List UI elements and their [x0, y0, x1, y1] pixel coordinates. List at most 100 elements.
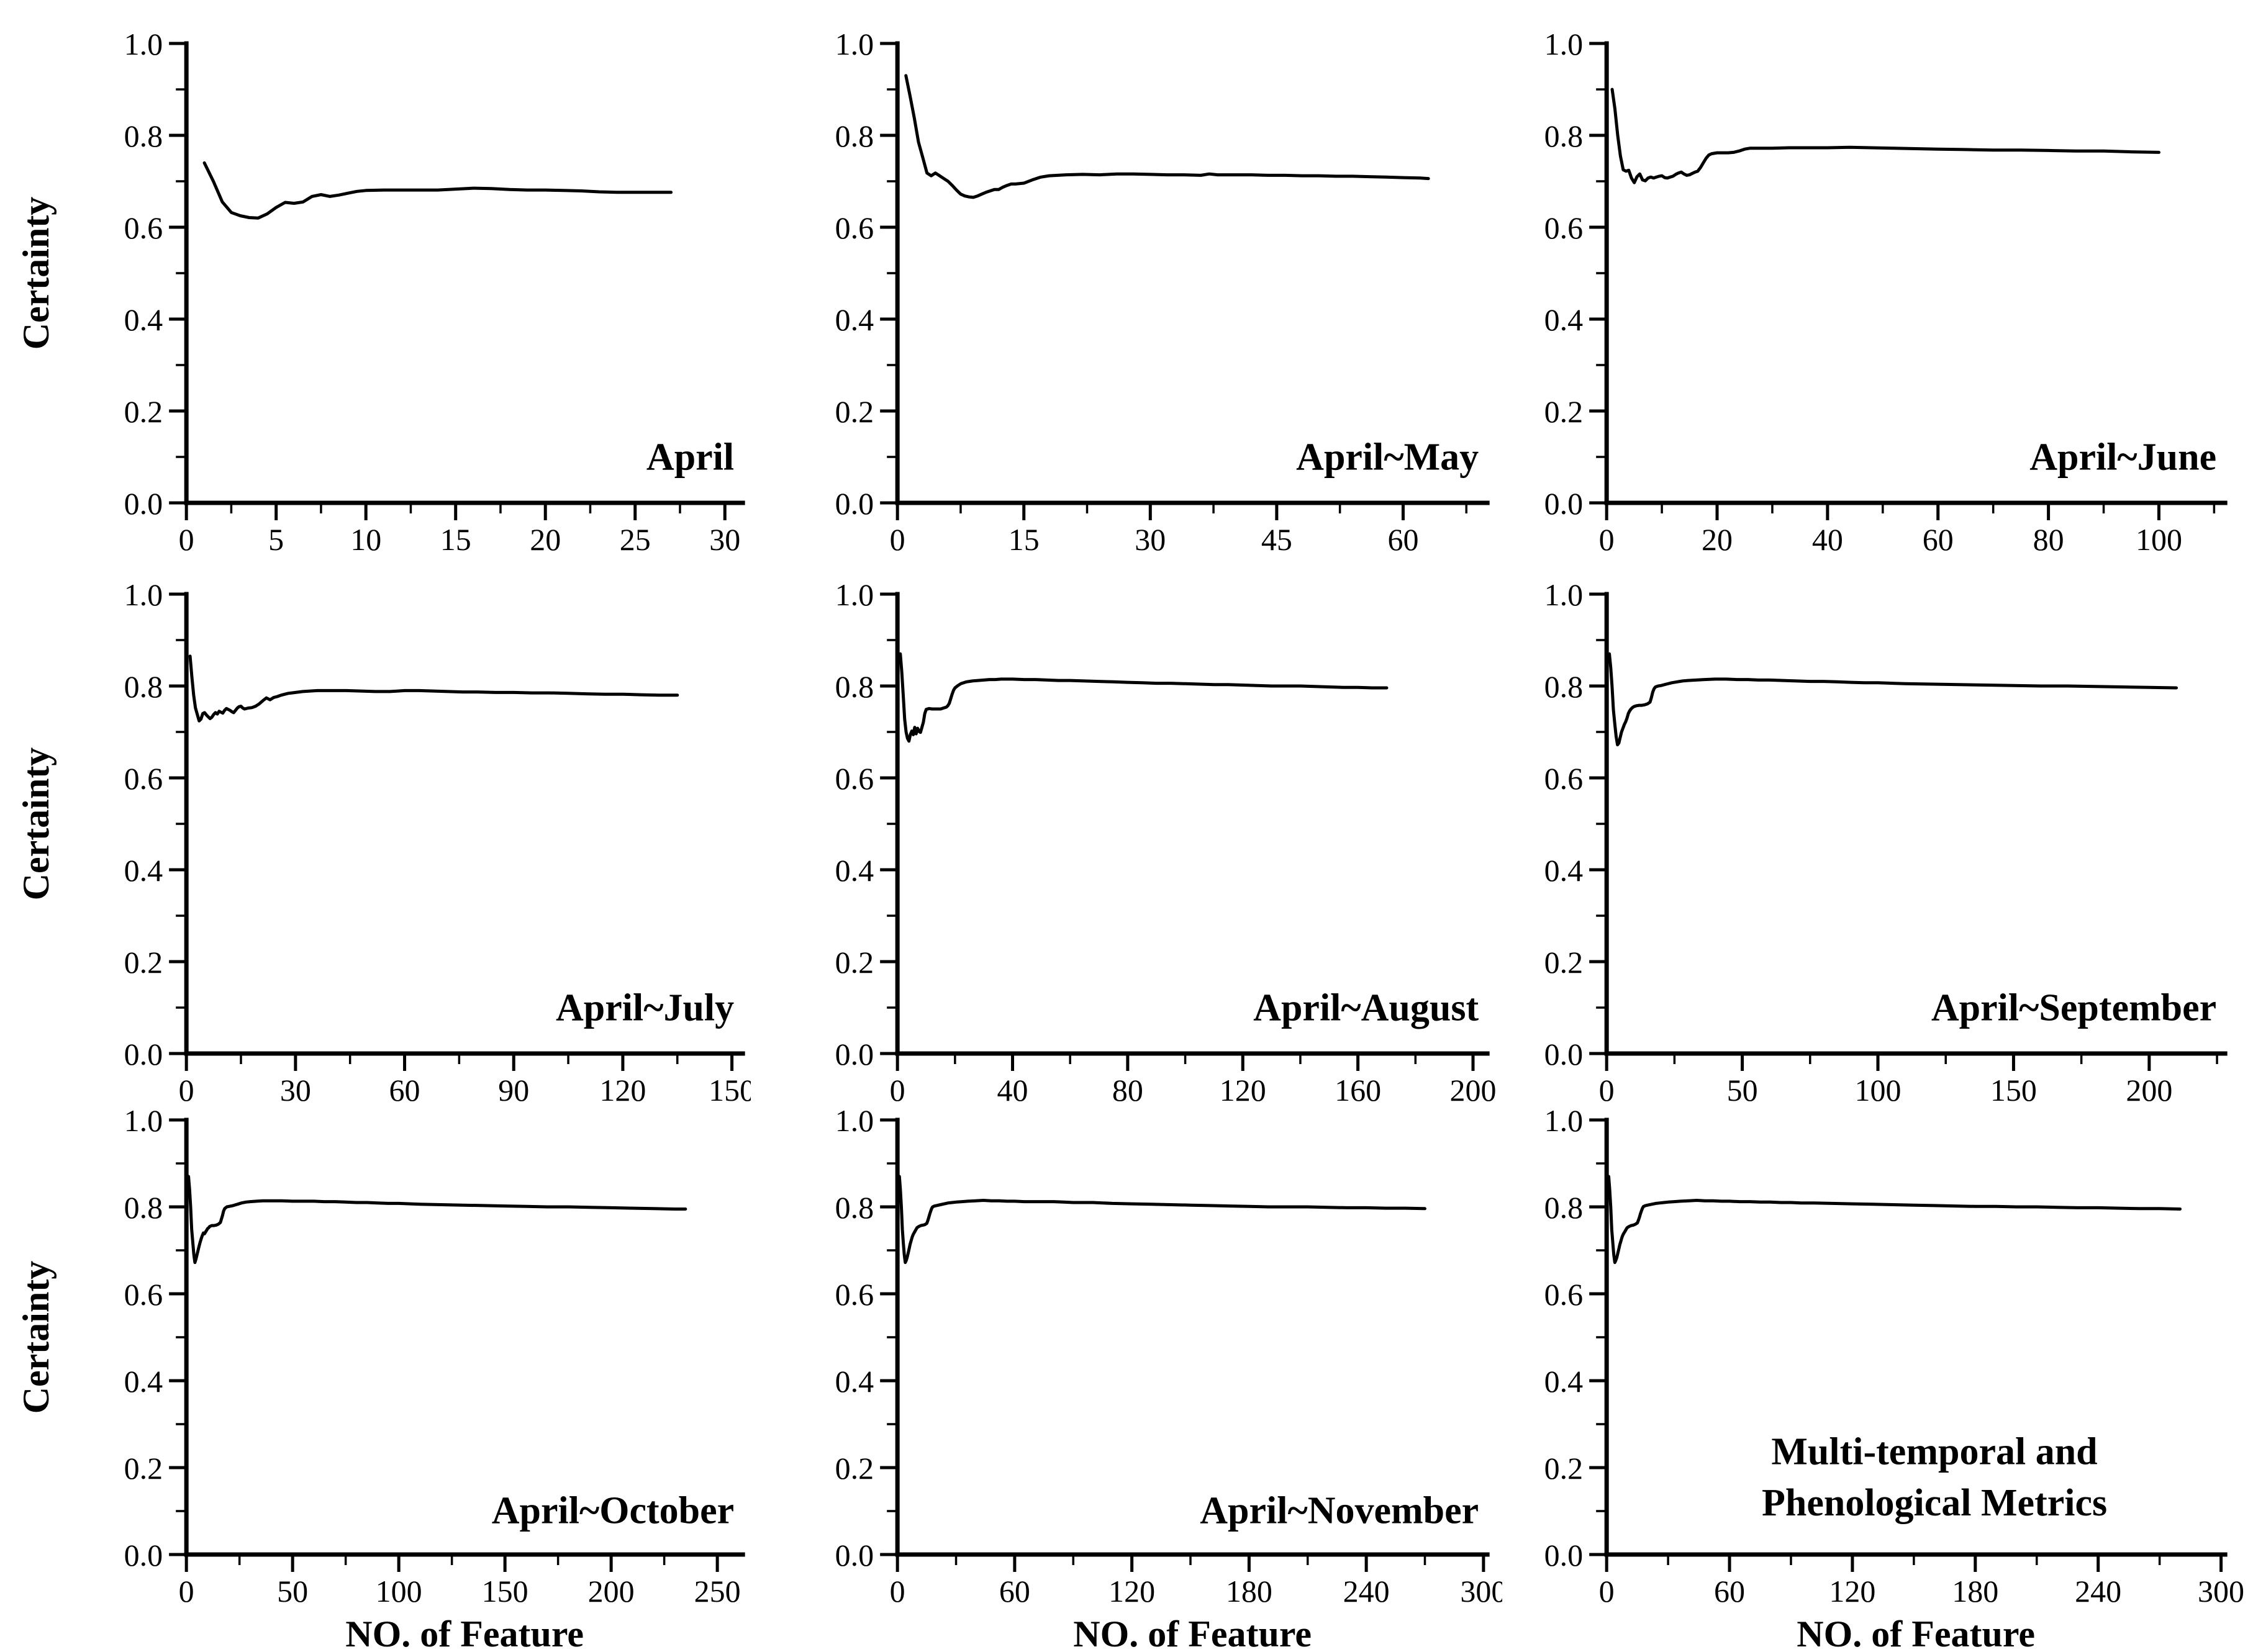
plot-label-april-november: April~November	[1200, 1490, 1479, 1532]
chart-april-july: 0.0 0.2 0.4 0.6 0.8 1.0 0 30 60 90 120 150 April~Jul…	[16, 577, 751, 1101]
subplot-april: 0.0 0.2 0.4 0.6 0.8 1.0 0 5 10 15 20 25 30 April Certa…	[0, 0, 751, 551]
series-line-multi-temporal	[1607, 1175, 2182, 1265]
axes-april-september: 0.0 0.2 0.4 0.6 0.8 1.0 0 50 100 150 200	[1544, 577, 2228, 1101]
y-tick-label: 0.2	[124, 945, 163, 980]
subplot-april-august: 0.0 0.2 0.4 0.6 0.8 1.0 0 40 80 120 160 200 April~Au…	[751, 551, 1502, 1101]
subplot-april-october: 0.0 0.2 0.4 0.6 0.8 1.0 0 50 100 150 200 250 April~O…	[0, 1101, 751, 1652]
x-tick-label: 60	[389, 1073, 420, 1101]
series-line-april-september	[1607, 652, 2178, 747]
plot-label-april-july: April~July	[556, 987, 734, 1029]
x-tick-label: 150	[482, 1574, 528, 1609]
x-tick-label: 0	[1598, 522, 1614, 551]
x-tick-label: 200	[588, 1574, 635, 1609]
y-tick-label: 1.0	[124, 27, 163, 61]
x-tick-label: 50	[1726, 1073, 1757, 1101]
y-axis-title-april: Certainty	[16, 197, 57, 350]
y-tick-label: 0.8	[835, 119, 874, 153]
x-tick-label: 100	[1854, 1073, 1901, 1101]
x-tick-label: 200	[2126, 1073, 2172, 1101]
y-tick-label: 0.0	[835, 1538, 874, 1573]
x-tick-label: 0	[890, 522, 905, 551]
series-line-april-may	[904, 74, 1430, 199]
series-line-april	[202, 161, 673, 220]
plot-label-april-june: April~June	[2029, 436, 2216, 479]
chart-april-november: 0.0 0.2 0.4 0.6 0.8 1.0 0 60 120 180 240 300 April~N…	[835, 1103, 1502, 1652]
x-tick-label: 60	[1714, 1574, 1745, 1609]
y-tick-label: 0.2	[124, 1451, 163, 1486]
x-tick-label: 0	[1598, 1574, 1614, 1609]
plot-label-april-october: April~October	[492, 1490, 734, 1532]
series-line-april-august	[899, 652, 1389, 743]
plot-label-april-may: April~May	[1296, 436, 1479, 479]
y-tick-label: 0.4	[124, 853, 163, 888]
subplot-april-september: 0.0 0.2 0.4 0.6 0.8 1.0 0 50 100 150 200 April~Sept…	[1502, 551, 2253, 1101]
x-tick-label: 80	[2033, 522, 2064, 551]
chart-april-august: 0.0 0.2 0.4 0.6 0.8 1.0 0 40 80 120 160 200 April~Au…	[835, 577, 1497, 1101]
y-tick-label: 0.2	[835, 1451, 874, 1486]
series-line-april-november	[898, 1175, 1427, 1265]
axes-multi-temporal: 0.0 0.2 0.4 0.6 0.8 1.0 0 60 120 180 240 300	[1544, 1103, 2244, 1609]
y-tick-label: 0.2	[1544, 394, 1583, 429]
x-tick-label: 0	[1598, 1073, 1614, 1101]
x-tick-label: 180	[1226, 1574, 1272, 1609]
y-tick-label: 0.6	[835, 210, 874, 245]
y-tick-label: 1.0	[835, 27, 874, 61]
x-tick-label: 300	[1461, 1574, 1502, 1609]
y-tick-label: 0.2	[1544, 1451, 1583, 1486]
x-tick-label: 120	[1829, 1574, 1875, 1609]
y-tick-label: 0.0	[835, 486, 874, 521]
plot-label-multi-temporal-line2: Phenological Metrics	[1762, 1482, 2107, 1524]
chart-april-june: 0.0 0.2 0.4 0.6 0.8 1.0 0 20 40 60 80 100 April~June	[1544, 27, 2228, 551]
axes-april-may: 0.0 0.2 0.4 0.6 0.8 1.0 0 15 30 45 60	[835, 27, 1490, 551]
x-tick-label: 45	[1261, 522, 1292, 551]
x-tick-label: 0	[179, 522, 194, 551]
y-tick-label: 0.2	[835, 394, 874, 429]
x-tick-label: 240	[1343, 1574, 1390, 1609]
chart-april-may: 0.0 0.2 0.4 0.6 0.8 1.0 0 15 30 45 60 April~May	[835, 27, 1490, 551]
x-axis-title-april-october: NO. of Feature	[345, 1614, 584, 1652]
x-tick-label: 25	[620, 522, 651, 551]
x-tick-label: 300	[2198, 1574, 2244, 1609]
y-tick-label: 0.8	[835, 669, 874, 704]
x-tick-label: 40	[997, 1073, 1028, 1101]
axes-april-august: 0.0 0.2 0.4 0.6 0.8 1.0 0 40 80 120 160 200	[835, 577, 1497, 1101]
x-tick-label: 0	[179, 1574, 194, 1609]
chart-april-september: 0.0 0.2 0.4 0.6 0.8 1.0 0 50 100 150 200 April~Sept…	[1544, 577, 2228, 1101]
axes-april-july: 0.0 0.2 0.4 0.6 0.8 1.0 0 30 60 90 120 150	[124, 577, 751, 1101]
y-axis-title-april-july: Certainty	[16, 747, 57, 901]
x-tick-label: 180	[1952, 1574, 1998, 1609]
y-tick-label: 0.2	[124, 394, 163, 429]
y-tick-label: 1.0	[124, 577, 163, 612]
y-tick-label: 0.4	[1544, 1364, 1583, 1399]
x-tick-label: 120	[1220, 1073, 1266, 1101]
y-tick-label: 1.0	[1544, 577, 1583, 612]
x-tick-label: 0	[890, 1574, 905, 1609]
x-tick-label: 80	[1112, 1073, 1143, 1101]
x-tick-label: 160	[1335, 1073, 1381, 1101]
x-tick-label: 15	[1009, 522, 1040, 551]
y-tick-label: 0.6	[835, 761, 874, 796]
y-tick-label: 0.2	[835, 945, 874, 980]
x-tick-label: 50	[277, 1574, 308, 1609]
y-tick-label: 0.0	[835, 1037, 874, 1072]
subplot-april-november: 0.0 0.2 0.4 0.6 0.8 1.0 0 60 120 180 240 300 April~N…	[751, 1101, 1502, 1652]
y-tick-label: 0.0	[1544, 1037, 1583, 1072]
x-axis-title-april-november: NO. of Feature	[1074, 1614, 1312, 1652]
x-tick-label: 60	[999, 1574, 1030, 1609]
x-tick-label: 10	[350, 522, 381, 551]
y-tick-label: 0.4	[1544, 302, 1583, 337]
y-tick-label: 0.6	[1544, 1277, 1583, 1312]
y-tick-label: 0.6	[124, 1277, 163, 1312]
chart-april-october: 0.0 0.2 0.4 0.6 0.8 1.0 0 50 100 150 200 250 April~O…	[16, 1103, 745, 1652]
y-axis-title-april-october: Certainty	[16, 1261, 57, 1414]
y-tick-label: 0.8	[124, 1190, 163, 1225]
x-tick-label: 120	[599, 1073, 646, 1101]
y-tick-label: 0.6	[124, 761, 163, 796]
y-tick-label: 0.0	[124, 486, 163, 521]
x-tick-label: 150	[1990, 1073, 2037, 1101]
series-line-april-july	[188, 654, 679, 723]
subplot-april-may: 0.0 0.2 0.4 0.6 0.8 1.0 0 15 30 45 60 April~May	[751, 0, 1502, 551]
x-tick-label: 5	[268, 522, 284, 551]
x-tick-label: 20	[530, 522, 561, 551]
